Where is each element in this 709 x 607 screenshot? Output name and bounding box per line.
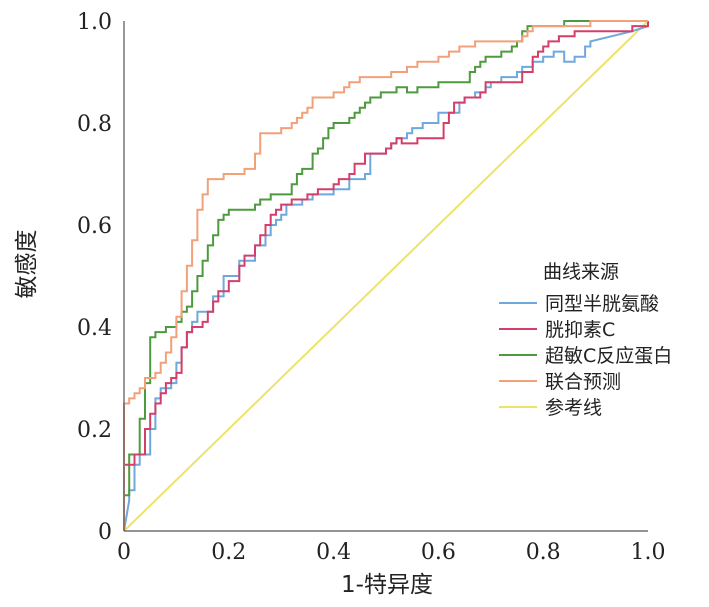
series-line-2: [123, 20, 648, 531]
legend-label: 同型半胱氨酸: [545, 293, 659, 315]
y-tick-label: 1.0: [77, 10, 112, 35]
legend-label: 联合预测: [545, 371, 621, 393]
x-tick-label: 0.4: [316, 540, 351, 565]
y-tick-label: 0.2: [77, 418, 112, 443]
legend-label: 超敏C反应蛋白: [545, 345, 672, 367]
series-line-4: [123, 20, 649, 532]
series-line-1: [123, 21, 649, 531]
y-tick-labels: 0 0.2 0.4 0.6 0.8 1.0: [77, 10, 112, 545]
y-axis-title: 敏感度: [14, 230, 40, 299]
x-tick-label: 1.0: [631, 540, 666, 565]
x-tick-label: 0.2: [211, 540, 246, 565]
y-tick-label: 0.4: [77, 316, 112, 341]
x-axis-title: 1-特异度: [341, 572, 433, 598]
axes: [123, 21, 648, 532]
y-tick-label: 0.8: [77, 112, 112, 137]
y-tick-label: 0.6: [77, 214, 112, 239]
plot-lines: [123, 20, 649, 532]
legend-title: 曲线来源: [543, 261, 619, 283]
series-line-3: [123, 20, 648, 531]
x-tick-labels: 0 0.2 0.4 0.6 0.8 1.0: [117, 540, 666, 565]
x-tick-label: 0.6: [421, 540, 456, 565]
x-tick-label: 0.8: [526, 540, 561, 565]
legend-label: 参考线: [545, 397, 602, 419]
x-tick-label: 0: [117, 540, 131, 565]
legend-label: 胱抑素C: [545, 319, 615, 341]
y-tick-label: 0: [98, 520, 112, 545]
